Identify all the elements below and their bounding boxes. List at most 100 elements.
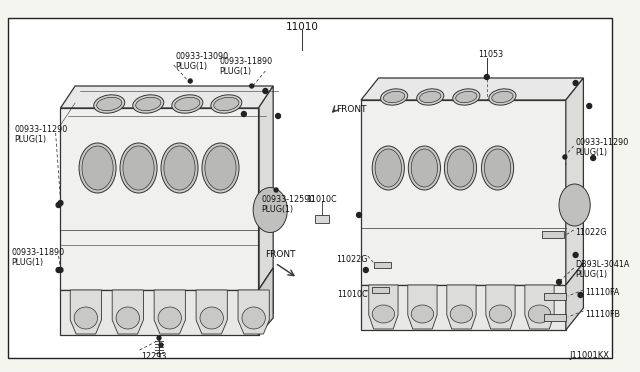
Circle shape xyxy=(557,279,561,285)
Polygon shape xyxy=(369,285,398,329)
Ellipse shape xyxy=(372,146,404,190)
Text: 00933-11890: 00933-11890 xyxy=(220,57,273,66)
Text: J11001KX: J11001KX xyxy=(570,351,610,360)
Polygon shape xyxy=(61,108,259,290)
Polygon shape xyxy=(238,290,269,334)
Circle shape xyxy=(591,155,596,160)
Ellipse shape xyxy=(444,146,477,190)
Text: PLUG(1): PLUG(1) xyxy=(575,270,608,279)
Circle shape xyxy=(573,80,578,86)
Polygon shape xyxy=(154,290,186,334)
Ellipse shape xyxy=(175,97,200,111)
Polygon shape xyxy=(259,86,273,290)
Ellipse shape xyxy=(412,305,434,323)
Text: 11022G: 11022G xyxy=(337,255,368,264)
Ellipse shape xyxy=(205,146,236,190)
Text: 00933-12590: 00933-12590 xyxy=(262,195,315,204)
Text: FRONT: FRONT xyxy=(337,105,367,114)
Polygon shape xyxy=(566,263,584,330)
Circle shape xyxy=(241,112,246,116)
Circle shape xyxy=(276,113,280,119)
Bar xyxy=(374,262,391,268)
Text: PLUG(1): PLUG(1) xyxy=(15,135,47,144)
Text: PLUG(1): PLUG(1) xyxy=(575,148,608,157)
Ellipse shape xyxy=(242,307,266,329)
Text: 00933-11890: 00933-11890 xyxy=(12,248,65,257)
Ellipse shape xyxy=(161,143,198,193)
Ellipse shape xyxy=(211,95,242,113)
Bar xyxy=(315,215,329,223)
Text: PLUG(1): PLUG(1) xyxy=(220,67,252,76)
Ellipse shape xyxy=(375,149,401,187)
Bar xyxy=(543,231,564,238)
Ellipse shape xyxy=(489,89,516,105)
Ellipse shape xyxy=(120,143,157,193)
Polygon shape xyxy=(361,78,584,100)
Text: 11010: 11010 xyxy=(286,22,319,32)
Ellipse shape xyxy=(484,149,511,187)
Polygon shape xyxy=(566,78,584,285)
Text: PLUG(1): PLUG(1) xyxy=(175,62,208,71)
Text: PLUG(1): PLUG(1) xyxy=(12,258,44,267)
Text: 11022G: 11022G xyxy=(575,228,607,237)
Ellipse shape xyxy=(97,97,122,111)
Circle shape xyxy=(587,103,592,109)
Circle shape xyxy=(58,201,63,205)
Polygon shape xyxy=(525,285,554,329)
Ellipse shape xyxy=(253,187,287,232)
Ellipse shape xyxy=(93,95,125,113)
Ellipse shape xyxy=(381,89,408,105)
Circle shape xyxy=(188,79,192,83)
Ellipse shape xyxy=(82,146,113,190)
Polygon shape xyxy=(447,285,476,329)
Ellipse shape xyxy=(116,307,140,329)
Polygon shape xyxy=(61,86,273,108)
Text: 11053: 11053 xyxy=(478,50,503,59)
Text: PLUG(1): PLUG(1) xyxy=(262,205,294,214)
Text: 11110FB: 11110FB xyxy=(586,310,620,319)
Ellipse shape xyxy=(164,146,195,190)
Polygon shape xyxy=(112,290,143,334)
Ellipse shape xyxy=(489,305,512,323)
Circle shape xyxy=(578,292,583,298)
Ellipse shape xyxy=(383,92,404,103)
Bar xyxy=(372,287,389,293)
Ellipse shape xyxy=(200,307,223,329)
Text: 00933-11290: 00933-11290 xyxy=(575,138,629,147)
Polygon shape xyxy=(361,285,566,330)
Text: 11010C: 11010C xyxy=(307,195,337,204)
Polygon shape xyxy=(486,285,515,329)
Circle shape xyxy=(56,202,61,208)
Ellipse shape xyxy=(420,92,441,103)
Circle shape xyxy=(364,267,368,273)
Text: 11110FA: 11110FA xyxy=(586,288,620,297)
Ellipse shape xyxy=(450,305,473,323)
Ellipse shape xyxy=(132,95,164,113)
Ellipse shape xyxy=(372,305,395,323)
Ellipse shape xyxy=(74,307,97,329)
Ellipse shape xyxy=(214,97,239,111)
Polygon shape xyxy=(61,290,259,335)
Circle shape xyxy=(250,84,253,88)
Bar xyxy=(545,314,566,321)
Ellipse shape xyxy=(136,97,161,111)
Text: DB93L-3041A: DB93L-3041A xyxy=(575,260,630,269)
Ellipse shape xyxy=(202,143,239,193)
Circle shape xyxy=(484,74,489,80)
Ellipse shape xyxy=(412,149,438,187)
Ellipse shape xyxy=(452,89,480,105)
Polygon shape xyxy=(259,268,273,335)
Ellipse shape xyxy=(492,92,513,103)
Ellipse shape xyxy=(79,143,116,193)
Ellipse shape xyxy=(447,149,474,187)
Text: FRONT: FRONT xyxy=(266,250,296,259)
Text: 12293: 12293 xyxy=(141,352,167,361)
Text: 00933-11290: 00933-11290 xyxy=(15,125,68,134)
Ellipse shape xyxy=(417,89,444,105)
Ellipse shape xyxy=(408,146,440,190)
Text: 11010C: 11010C xyxy=(337,290,368,299)
Polygon shape xyxy=(70,290,102,334)
Circle shape xyxy=(563,155,567,159)
Ellipse shape xyxy=(481,146,514,190)
Circle shape xyxy=(157,336,161,340)
